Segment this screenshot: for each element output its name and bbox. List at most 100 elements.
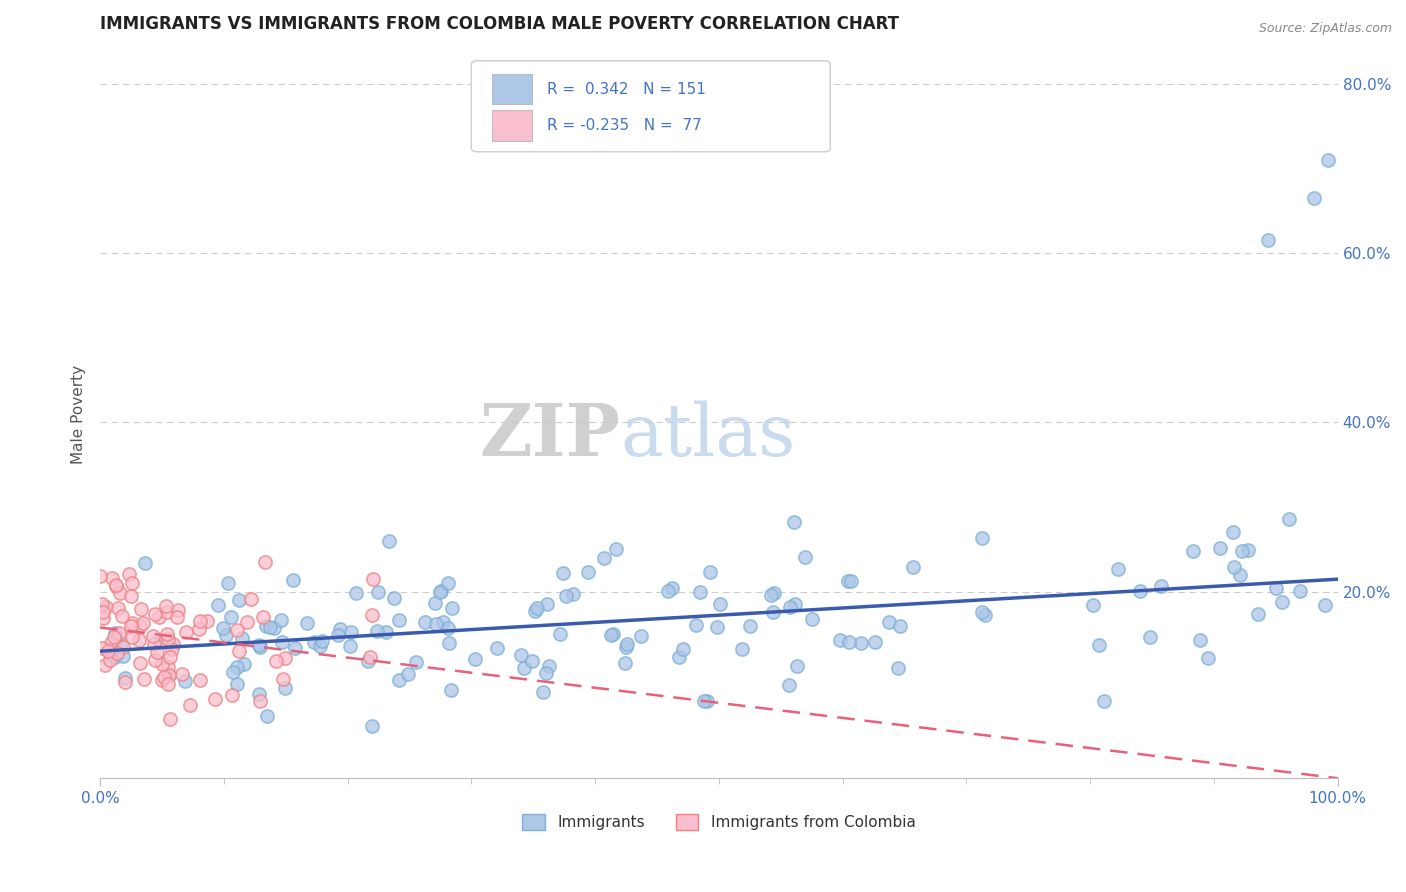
Point (132, 672, 155, 686)
Point (837, 574, 859, 589)
Point (423, 596, 446, 610)
Text: IMMIGRANTS VS IMMIGRANTS FROM COLOMBIA MALE POVERTY CORRELATION CHART: IMMIGRANTS VS IMMIGRANTS FROM COLOMBIA M… (100, 15, 898, 33)
Point (153, 670, 176, 684)
Point (1271, 595, 1294, 609)
Point (1257, 234, 1279, 248)
Point (366, 624, 388, 638)
Point (437, 636, 460, 650)
Point (232, 657, 254, 672)
Point (146, 645, 169, 659)
Point (271, 673, 294, 687)
Text: Source: ZipAtlas.com: Source: ZipAtlas.com (1258, 22, 1392, 36)
Point (110, 635, 132, 649)
Point (600, 628, 623, 642)
Point (429, 585, 451, 599)
Point (162, 642, 184, 657)
Point (103, 630, 125, 644)
Point (231, 631, 253, 645)
Point (786, 659, 808, 673)
Point (340, 624, 363, 639)
Point (513, 661, 536, 675)
Point (247, 638, 270, 652)
Point (162, 637, 184, 651)
Point (174, 673, 197, 688)
Point (692, 694, 714, 708)
Point (783, 516, 806, 530)
Point (1230, 544, 1253, 558)
Point (685, 618, 707, 632)
Point (328, 628, 350, 642)
Point (1289, 583, 1312, 598)
Point (219, 609, 242, 624)
Legend: Immigrants, Immigrants from Colombia: Immigrants, Immigrants from Colombia (516, 808, 922, 836)
Point (1222, 560, 1244, 574)
Point (149, 635, 172, 649)
Point (1209, 541, 1232, 555)
Point (120, 619, 142, 633)
Point (554, 590, 576, 604)
Point (188, 673, 211, 687)
Point (128, 633, 150, 648)
Point (266, 654, 288, 668)
Point (142, 638, 165, 652)
Point (877, 615, 900, 629)
Point (108, 625, 131, 640)
Point (253, 555, 276, 569)
Point (440, 683, 463, 698)
Text: R = -0.235   N =  77: R = -0.235 N = 77 (547, 118, 702, 133)
Point (485, 640, 508, 655)
Point (536, 597, 558, 611)
Point (274, 650, 297, 665)
Point (738, 619, 761, 633)
Point (249, 640, 271, 655)
Text: atlas: atlas (620, 401, 796, 471)
Point (121, 630, 143, 644)
Point (172, 666, 194, 681)
Point (156, 626, 179, 640)
Point (361, 607, 384, 622)
Point (360, 649, 382, 664)
Point (114, 675, 136, 690)
Point (794, 549, 817, 564)
Point (143, 653, 166, 667)
Point (973, 608, 995, 623)
Point (111, 609, 134, 624)
Point (96, 600, 118, 615)
Point (150, 657, 173, 671)
Point (204, 691, 226, 706)
Point (129, 618, 152, 632)
Point (970, 531, 993, 545)
Point (970, 605, 993, 619)
Point (696, 694, 718, 708)
Point (1222, 524, 1244, 539)
Point (550, 627, 572, 641)
Point (105, 642, 128, 657)
Point (104, 626, 127, 640)
Point (311, 633, 333, 648)
Point (156, 632, 179, 646)
Point (1088, 639, 1111, 653)
Point (785, 597, 807, 611)
Point (464, 652, 486, 666)
Point (1197, 650, 1219, 665)
Point (661, 582, 683, 596)
Point (226, 623, 249, 637)
Point (134, 556, 156, 570)
Point (157, 660, 180, 674)
Point (361, 718, 384, 732)
Point (166, 603, 188, 617)
Point (207, 598, 229, 612)
Point (1236, 542, 1258, 557)
Point (778, 678, 800, 692)
Point (101, 571, 124, 585)
FancyBboxPatch shape (471, 61, 831, 152)
Point (142, 629, 165, 643)
Point (143, 607, 166, 621)
Point (396, 667, 419, 681)
Point (668, 649, 690, 664)
Point (150, 673, 173, 688)
Point (225, 660, 247, 674)
Point (593, 551, 616, 566)
Point (236, 615, 259, 629)
Point (630, 629, 652, 643)
